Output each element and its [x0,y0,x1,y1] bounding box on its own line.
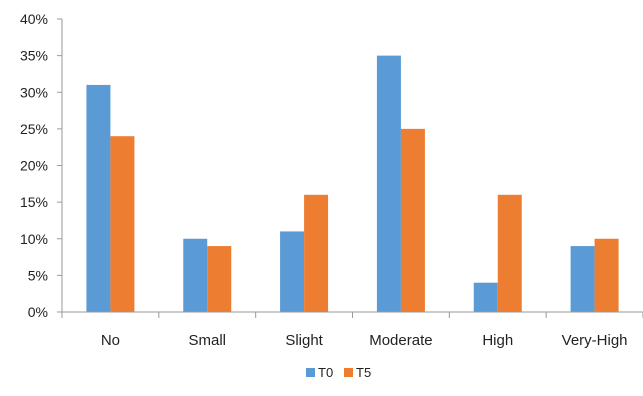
bar-t0-no [86,84,111,312]
legend: T0 T5 [306,365,371,380]
bar-t5-very-high [594,238,619,312]
bar-t0-slight [280,231,305,312]
x-tick-label: High [482,332,513,349]
bar-t0-moderate [376,55,401,312]
legend-label-t5: T5 [356,365,371,380]
bar-t0-high [473,282,498,312]
bar-t5-high [497,194,522,312]
bar-t5-moderate [400,128,425,312]
bar-t0-very-high [570,246,595,312]
x-tick-label: Moderate [369,332,432,349]
legend-swatch-t5 [344,368,353,377]
y-tick-label: 5% [28,267,48,283]
plot-area [86,55,619,312]
y-tick-label: 40% [20,11,48,27]
y-tick-label: 35% [20,48,48,64]
y-axis: 0% 5% 10% 15% 20% 25% 30% 35% 40% [20,11,63,320]
legend-swatch-t0 [306,368,315,377]
x-tick-label: No [101,332,120,349]
bar-t5-slight [304,194,329,312]
x-axis: No Small Slight Moderate High Very-High [61,311,643,349]
bar-t5-small [207,246,232,312]
y-tick-label: 25% [20,121,48,137]
bar-t0-small [183,238,208,312]
x-tick-label: Slight [285,332,323,349]
y-tick-label: 30% [20,84,48,100]
x-tick-label: Very-High [562,332,628,349]
y-tick-label: 20% [20,158,48,174]
bar-t5-no [110,136,135,312]
y-tick-label: 15% [20,194,48,210]
y-tick-label: 0% [28,304,48,320]
y-tick-label: 10% [20,231,48,247]
x-tick-label: Small [188,332,226,349]
legend-label-t0: T0 [318,365,333,380]
